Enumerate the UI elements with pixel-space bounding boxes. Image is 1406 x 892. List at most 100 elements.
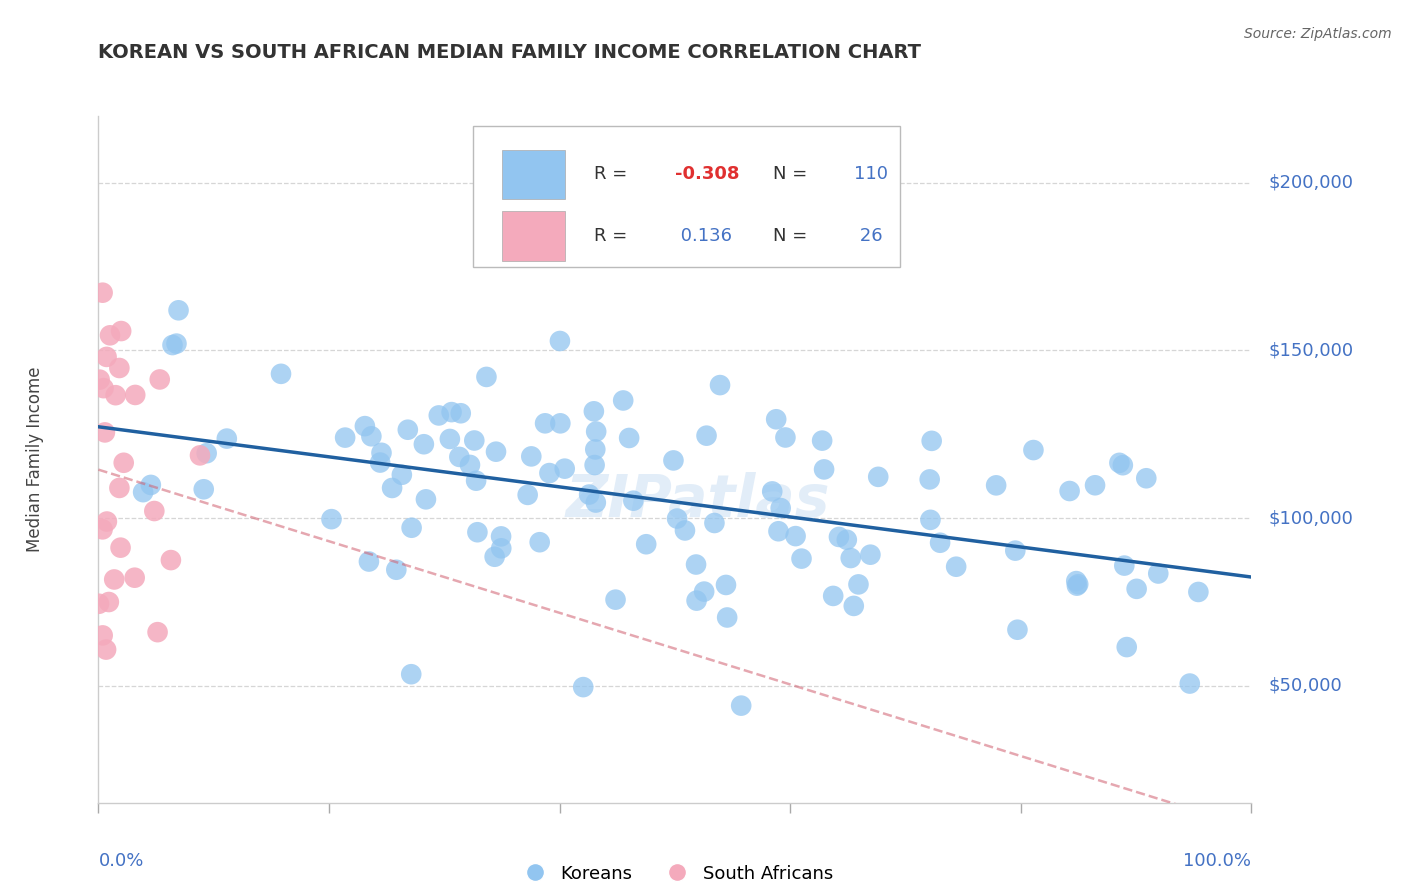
Point — [1187, 585, 1209, 599]
Point — [87, 597, 110, 611]
Point — [215, 432, 238, 446]
Point — [465, 474, 488, 488]
Point — [93, 381, 115, 395]
Point — [868, 470, 890, 484]
Point — [583, 458, 606, 472]
Point — [520, 450, 543, 464]
Point — [1007, 623, 1029, 637]
Point — [489, 529, 512, 543]
Point — [585, 425, 607, 439]
Point — [572, 680, 595, 694]
Point — [929, 535, 952, 549]
Point — [91, 522, 114, 536]
Point — [89, 373, 111, 387]
Point — [149, 372, 172, 386]
Point — [91, 285, 114, 300]
Point — [112, 456, 135, 470]
Point — [491, 541, 513, 556]
Point — [94, 642, 117, 657]
Point — [636, 537, 658, 551]
Point — [516, 488, 538, 502]
Point — [716, 610, 738, 624]
Text: $150,000: $150,000 — [1268, 342, 1354, 359]
Text: KOREAN VS SOUTH AFRICAN MEDIAN FAMILY INCOME CORRELATION CHART: KOREAN VS SOUTH AFRICAN MEDIAN FAMILY IN… — [98, 44, 921, 62]
Point — [412, 437, 434, 451]
Point — [666, 511, 689, 525]
Point — [132, 485, 155, 500]
Point — [685, 558, 707, 572]
Point — [94, 425, 117, 440]
Point — [550, 417, 572, 431]
Point — [769, 501, 792, 516]
Text: N =: N = — [773, 227, 813, 245]
Text: 0.0%: 0.0% — [98, 852, 143, 870]
Point — [1108, 456, 1130, 470]
Point — [146, 625, 169, 640]
Point — [1125, 582, 1147, 596]
Point — [485, 444, 508, 458]
Point — [696, 428, 718, 442]
Point — [693, 584, 716, 599]
Point — [1115, 640, 1137, 654]
Point — [385, 563, 408, 577]
Point — [270, 367, 292, 381]
Point — [1004, 543, 1026, 558]
Legend: Koreans, South Africans: Koreans, South Africans — [509, 857, 841, 890]
Text: R =: R = — [595, 165, 633, 184]
Point — [617, 431, 640, 445]
Point — [785, 529, 807, 543]
Point — [1114, 558, 1136, 573]
Point — [583, 442, 606, 457]
Point — [1084, 478, 1107, 492]
Point — [578, 487, 600, 501]
Point — [354, 419, 377, 434]
Point — [91, 628, 114, 642]
Point — [984, 478, 1007, 492]
Text: 110: 110 — [853, 165, 887, 184]
Point — [585, 495, 607, 509]
FancyBboxPatch shape — [502, 150, 565, 199]
Point — [1112, 458, 1135, 473]
Point — [1135, 471, 1157, 485]
Point — [811, 434, 834, 448]
Point — [108, 361, 131, 376]
Point — [790, 551, 813, 566]
Point — [823, 589, 845, 603]
Point — [188, 449, 211, 463]
Point — [1067, 577, 1090, 591]
Point — [621, 493, 644, 508]
Point — [368, 456, 391, 470]
Point — [768, 524, 790, 539]
Text: 0.136: 0.136 — [675, 227, 733, 245]
Point — [166, 336, 188, 351]
Point — [475, 370, 498, 384]
Point — [450, 406, 472, 420]
Point — [582, 404, 605, 418]
Point — [96, 350, 118, 364]
Text: $100,000: $100,000 — [1268, 509, 1353, 527]
Point — [714, 578, 737, 592]
Point — [529, 535, 551, 549]
Point — [439, 432, 461, 446]
Point — [842, 599, 865, 613]
Point — [467, 525, 489, 540]
Point — [333, 431, 356, 445]
Point — [195, 446, 218, 460]
Point — [703, 516, 725, 530]
Point — [835, 533, 858, 547]
Text: $50,000: $50,000 — [1268, 676, 1341, 695]
Point — [662, 453, 685, 467]
FancyBboxPatch shape — [472, 127, 900, 267]
Point — [548, 334, 571, 348]
FancyBboxPatch shape — [502, 211, 565, 260]
Text: ZIPatlas: ZIPatlas — [565, 472, 830, 529]
Text: -0.308: -0.308 — [675, 165, 740, 184]
Point — [98, 328, 121, 343]
Point — [709, 378, 731, 392]
Point — [110, 324, 132, 338]
Point — [761, 484, 783, 499]
Point — [921, 434, 943, 448]
Point — [484, 549, 506, 564]
Point — [360, 429, 382, 443]
Point — [1064, 574, 1087, 588]
